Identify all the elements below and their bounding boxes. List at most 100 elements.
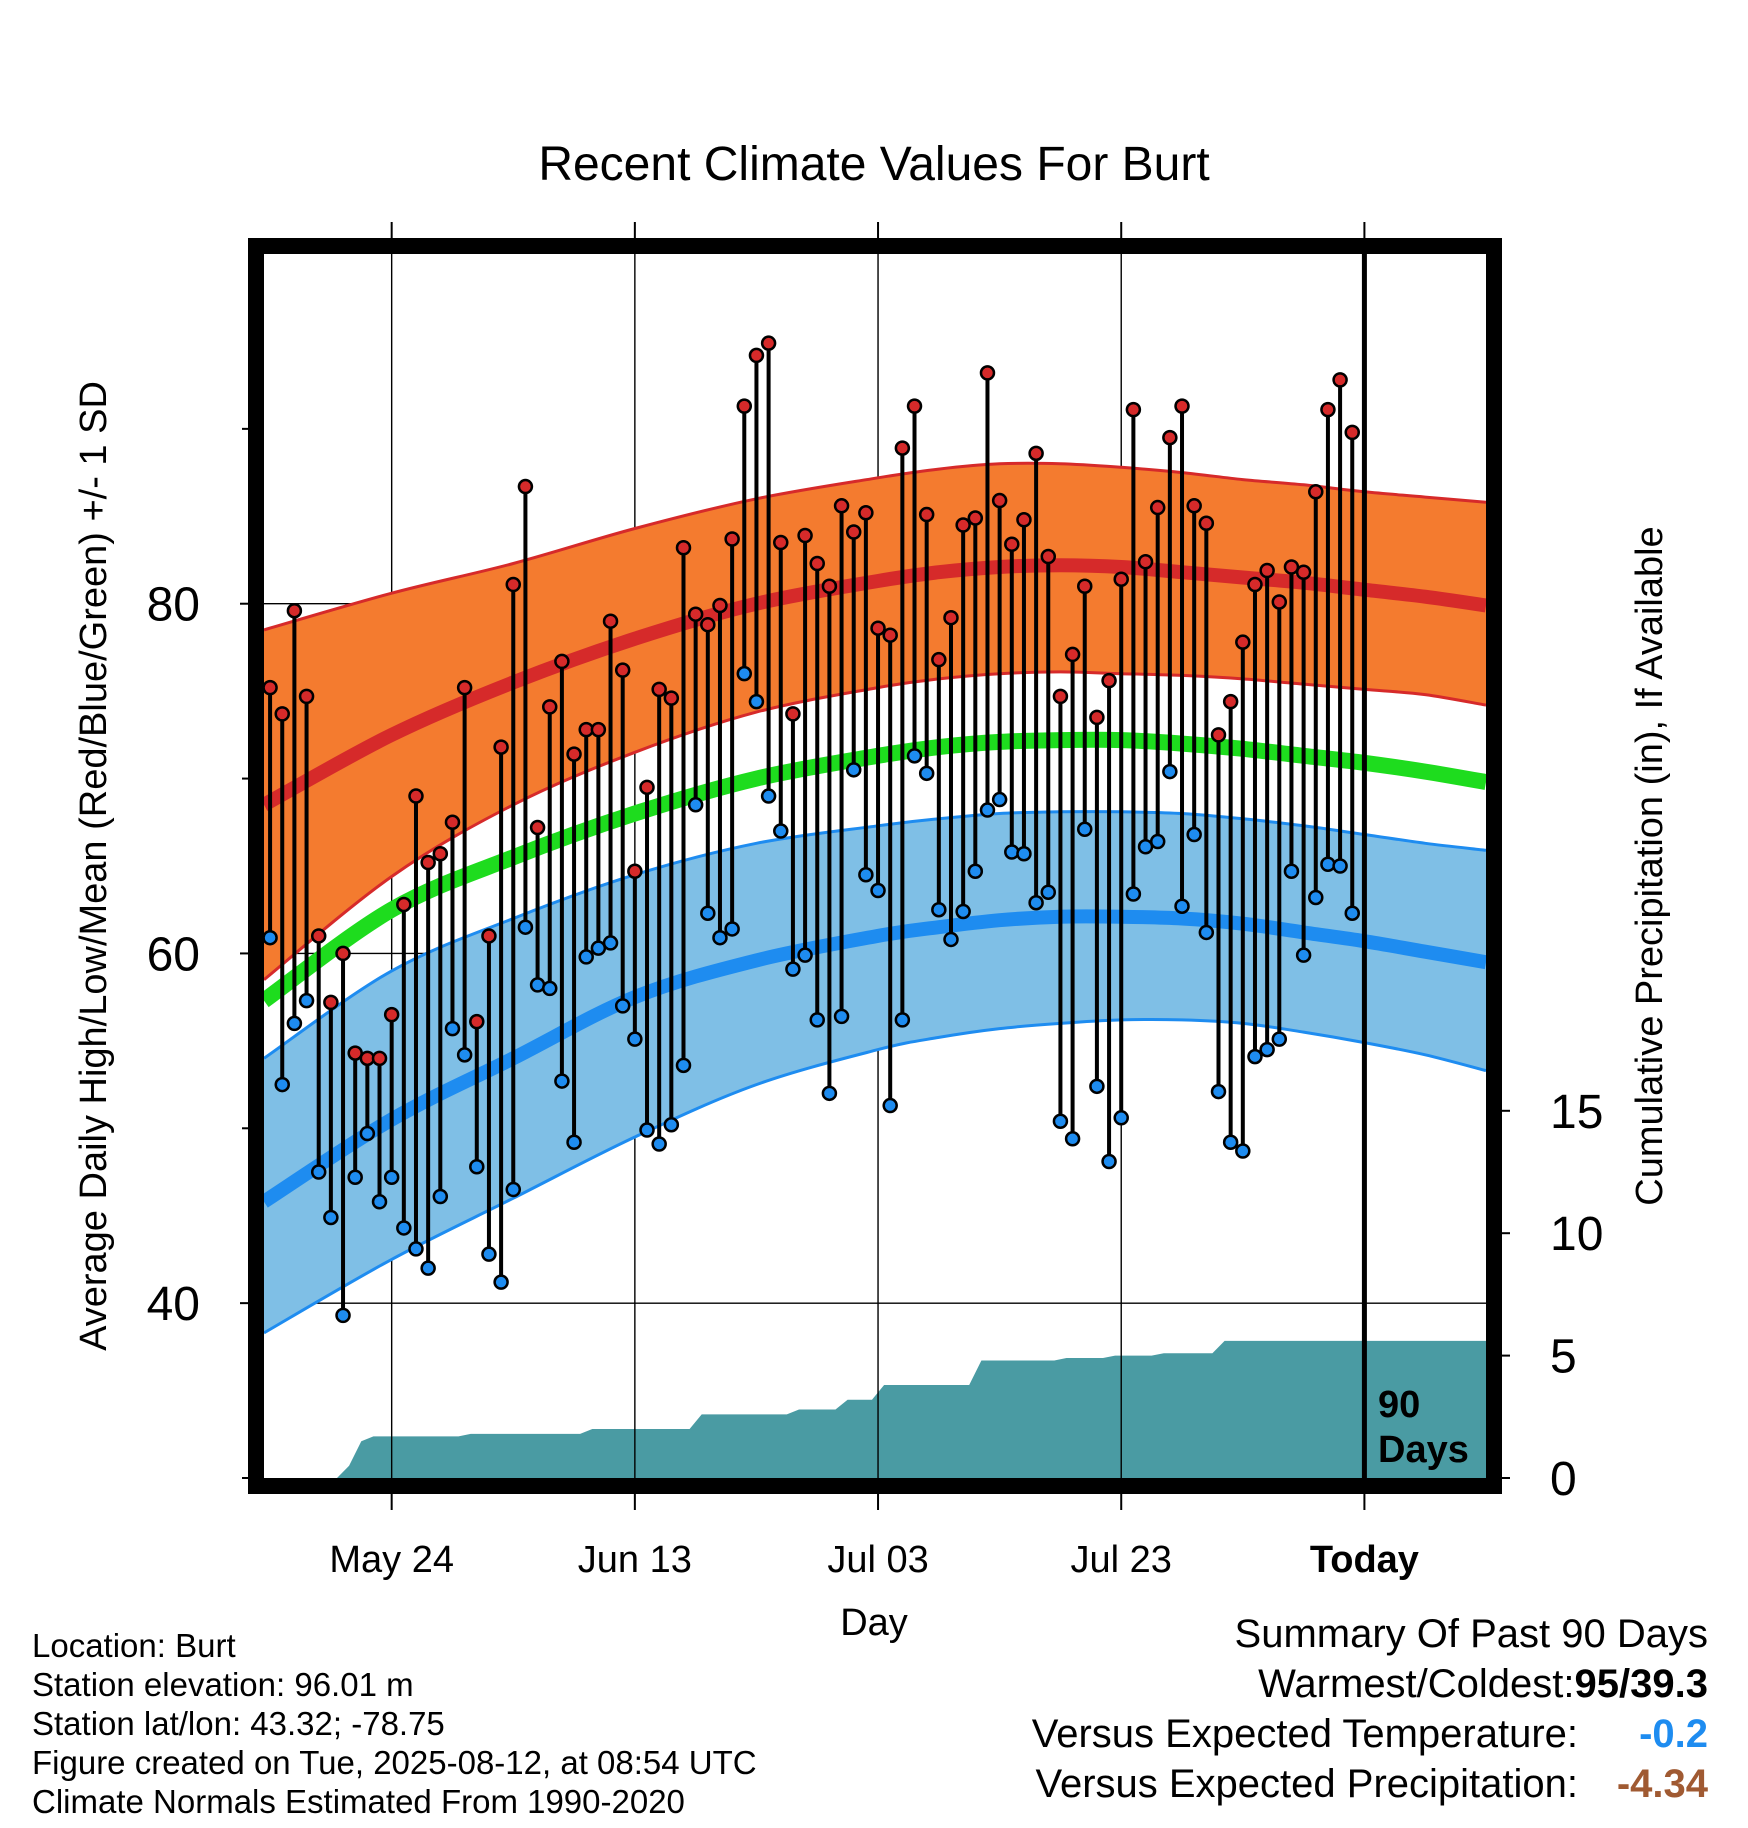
daily-high-point (821, 578, 838, 594)
daily-high-point (1004, 536, 1020, 553)
daily-high-point (554, 653, 570, 670)
daily-low-point (870, 882, 886, 899)
daily-high-point (1113, 571, 1129, 587)
daily-low-point (432, 1188, 449, 1205)
daily-high-point (1125, 401, 1142, 418)
temp-anomaly-label: Versus Expected Temperature: (1031, 1712, 1578, 1756)
daily-high-point (1064, 646, 1081, 663)
daily-high-point (882, 627, 898, 643)
daily-low-point (566, 1134, 582, 1151)
daily-low-point (371, 1193, 388, 1210)
daily-high-point (335, 945, 351, 962)
daily-low-point (1125, 886, 1142, 902)
daily-high-point (736, 398, 753, 414)
daily-low-point (687, 797, 704, 813)
daily-low-point (627, 1031, 643, 1047)
daily-high-point (1186, 498, 1202, 514)
daily-high-point (541, 699, 558, 715)
daily-low-point (748, 693, 765, 710)
daily-high-point (700, 616, 716, 633)
daily-high-point (955, 517, 971, 533)
daily-low-point (335, 1307, 351, 1324)
daily-low-point (797, 947, 813, 963)
daily-low-point (1113, 1110, 1129, 1126)
y-tick-label: 60 (147, 928, 200, 981)
daily-low-point (785, 961, 801, 977)
daily-low-point (1235, 1143, 1251, 1159)
daily-low-point (1259, 1041, 1275, 1058)
daily-low-point (481, 1246, 497, 1262)
daily-low-point (1076, 821, 1093, 838)
daily-low-point (1016, 846, 1032, 862)
temp-anomaly-value: -0.2 (1639, 1712, 1708, 1756)
today-label-line1: 90 (1378, 1384, 1420, 1426)
daily-low-point (1186, 826, 1202, 843)
daily-high-point (918, 506, 935, 523)
daily-low-point (541, 980, 558, 997)
summary-title: Summary Of Past 90 Days (1234, 1612, 1708, 1656)
daily-high-point (991, 492, 1008, 509)
y2-axis-label: Cumulative Precipitation (in), If Availa… (1629, 526, 1671, 1205)
x-tick-label: May 24 (329, 1539, 454, 1581)
daily-high-point (773, 534, 789, 551)
daily-high-point (310, 928, 327, 944)
daily-low-point (943, 931, 959, 948)
daily-high-point (748, 347, 765, 364)
y2-tick-label: 5 (1550, 1331, 1577, 1384)
daily-high-point (371, 1050, 388, 1067)
info-normals: Climate Normals Estimated From 1990-2020 (32, 1783, 685, 1820)
daily-high-point (894, 440, 911, 456)
low-lower-edge (264, 1017, 1486, 1335)
daily-high-point (1222, 693, 1239, 710)
daily-low-point (760, 788, 777, 804)
daily-low-point (493, 1274, 509, 1290)
y-tick-label: 40 (147, 1278, 200, 1331)
daily-low-point (1344, 905, 1360, 921)
daily-high-point (517, 478, 534, 495)
daily-high-point (505, 576, 522, 593)
daily-low-point (602, 935, 619, 951)
daily-high-point (870, 620, 886, 636)
daily-low-point (918, 765, 935, 782)
daily-high-point (809, 555, 825, 572)
daily-low-point (712, 929, 728, 946)
today-label-line2: Days (1378, 1429, 1469, 1471)
daily-low-point (1040, 884, 1057, 900)
daily-high-point (1332, 372, 1348, 388)
precip-anomaly-value: -4.34 (1616, 1762, 1708, 1806)
daily-low-point (894, 1012, 911, 1028)
station-info: Location: Burt Station elevation: 96.01 … (32, 1626, 757, 1821)
daily-high-point (967, 510, 984, 526)
daily-low-point (1308, 889, 1324, 906)
daily-low-point (1101, 1153, 1117, 1170)
x-tick-label: Jul 23 (1071, 1539, 1172, 1581)
daily-low-point (396, 1220, 412, 1236)
high-upper-edge (264, 461, 1486, 632)
daily-high-point (590, 721, 607, 738)
daily-low-point (1332, 858, 1348, 874)
daily-low-point (1222, 1134, 1239, 1151)
daily-low-point (298, 992, 315, 1009)
daily-low-point (614, 998, 631, 1014)
info-latlon: Station lat/lon: 43.32; -78.75 (32, 1705, 445, 1742)
daily-low-point (578, 949, 594, 965)
daily-high-point (845, 524, 862, 540)
daily-low-point (809, 1012, 825, 1028)
daily-high-point (1198, 515, 1215, 532)
daily-high-point (323, 994, 339, 1011)
daily-high-point (785, 706, 801, 722)
daily-low-point (858, 866, 874, 883)
daily-low-point (469, 1159, 485, 1175)
x-tick-label: Jul 03 (827, 1539, 928, 1581)
daily-high-point (651, 681, 667, 698)
warmest-coldest-value: 95/39.3 (1574, 1662, 1708, 1706)
daily-high-point (1076, 578, 1093, 594)
daily-high-point (663, 690, 680, 706)
daily-low-point (736, 665, 753, 682)
daily-high-point (566, 746, 582, 762)
daily-high-point (1016, 512, 1032, 528)
daily-low-point (651, 1136, 667, 1152)
daily-low-point (274, 1076, 290, 1093)
warmest-coldest-label: Warmest/Coldest: (1258, 1662, 1575, 1706)
daily-high-point (420, 854, 436, 871)
